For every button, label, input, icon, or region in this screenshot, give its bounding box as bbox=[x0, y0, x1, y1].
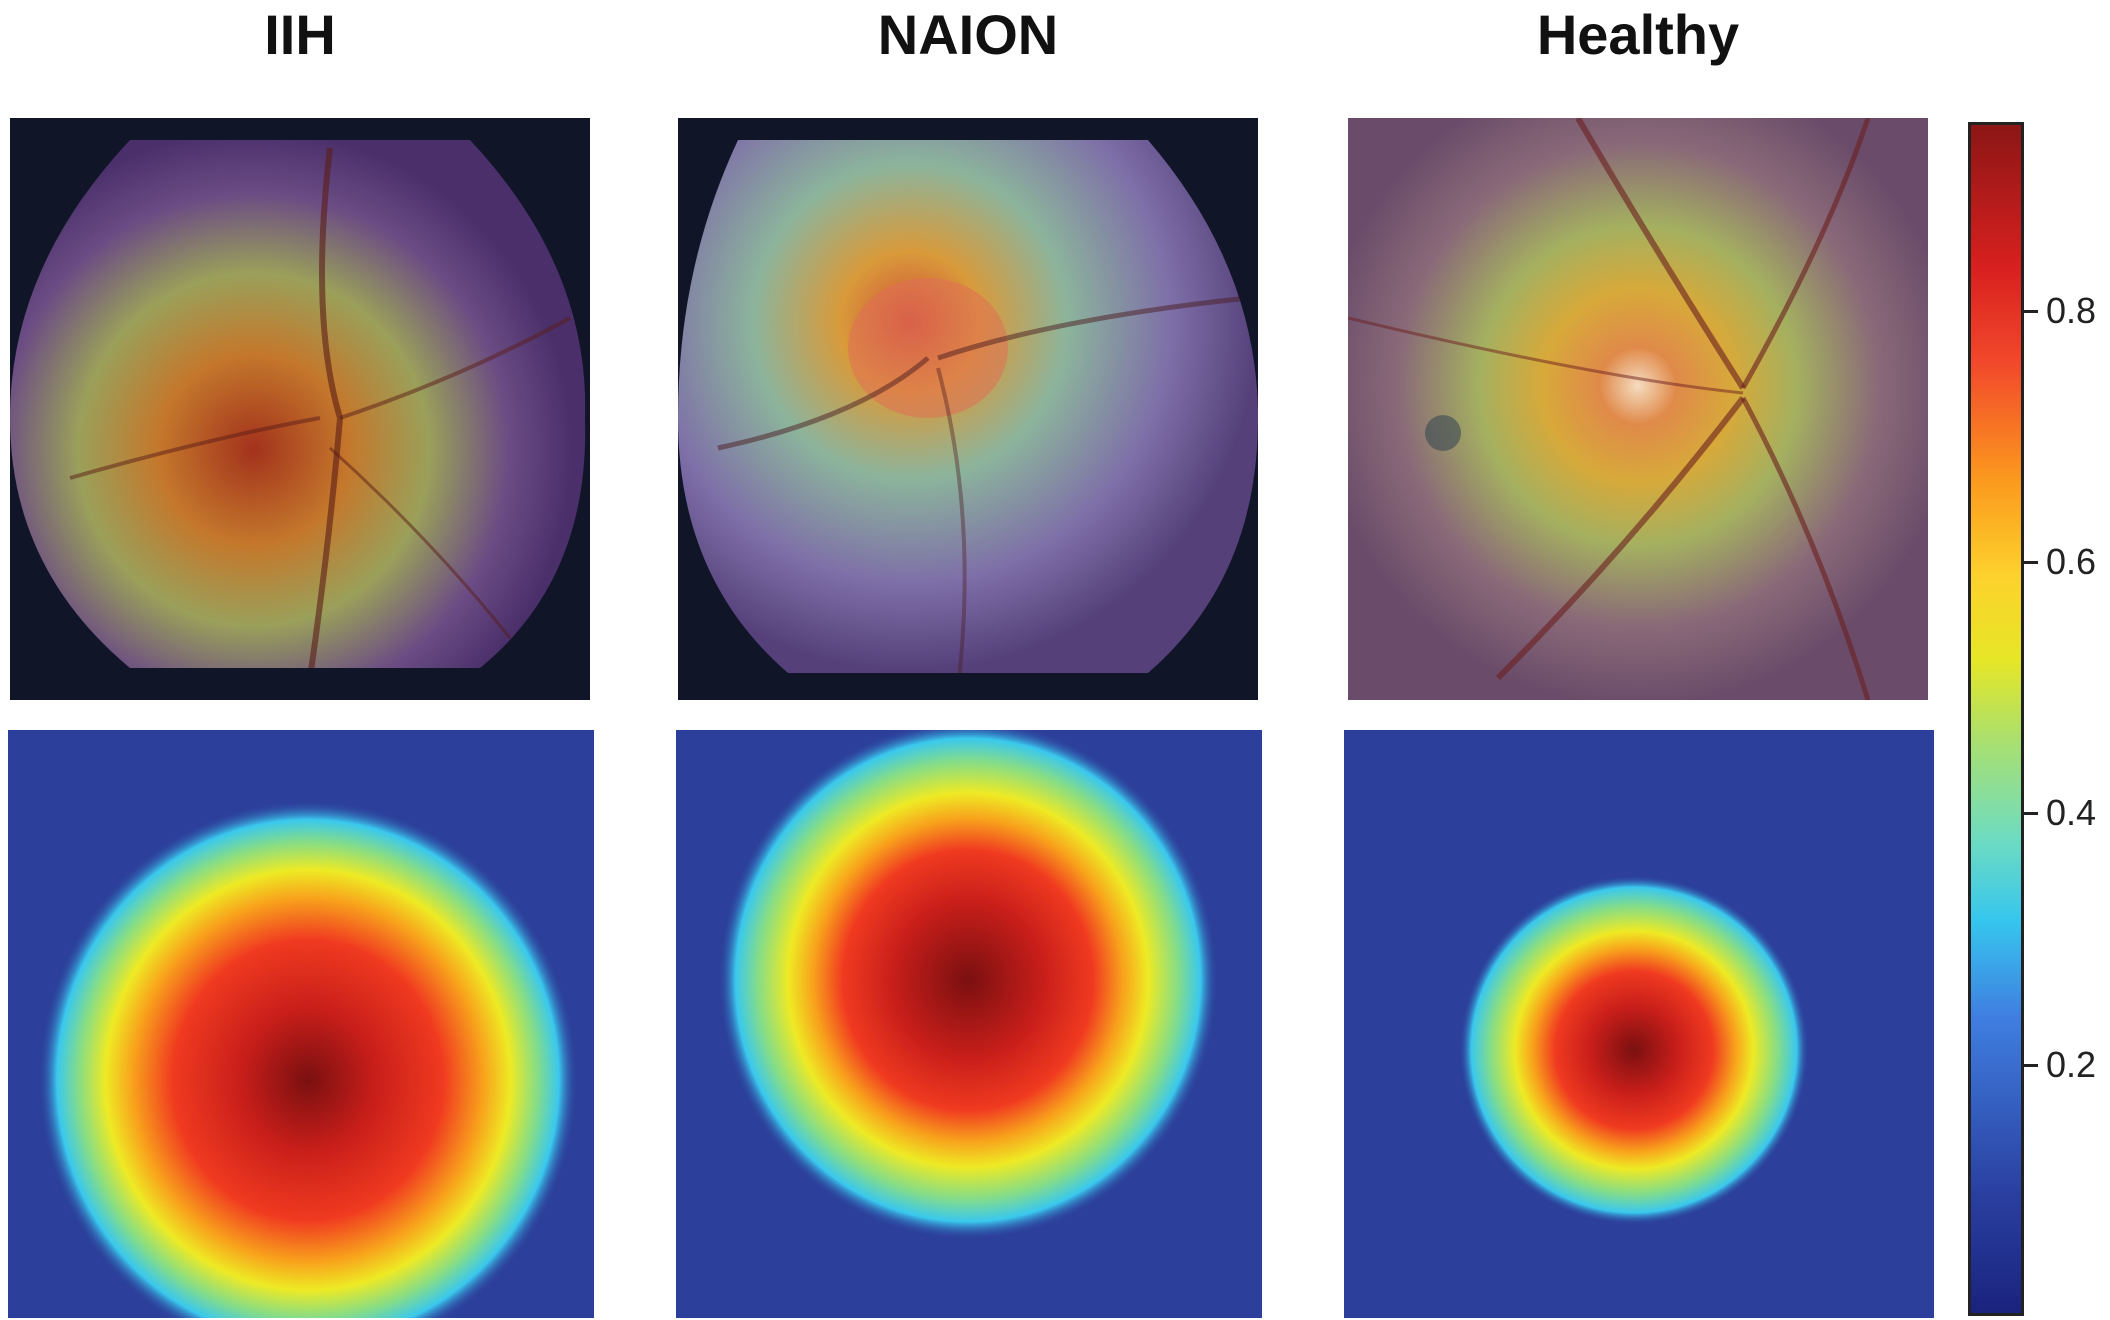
title-iih: IIH bbox=[264, 3, 336, 66]
colorbar bbox=[1968, 122, 2024, 1316]
colorbar-tick bbox=[2024, 812, 2038, 816]
colorbar-tick-label: 0.8 bbox=[2046, 289, 2097, 331]
title-healthy: Healthy bbox=[1536, 3, 1740, 66]
colorbar-tick bbox=[2024, 560, 2038, 564]
colorbar-tick-label: 0.4 bbox=[2046, 792, 2097, 834]
title-naion: NAION bbox=[877, 3, 1059, 66]
naion-heatmap bbox=[676, 730, 1262, 1318]
healthy-heatmap bbox=[1344, 730, 1934, 1318]
colorbar-tick-label: 0.2 bbox=[2046, 1043, 2097, 1085]
healthy-fundus-overlay bbox=[1348, 118, 1928, 700]
naion-fundus-overlay bbox=[678, 118, 1258, 700]
iih-fundus-overlay bbox=[10, 118, 590, 700]
colorbar-tick-label: 0.6 bbox=[2046, 540, 2097, 582]
colorbar-tick bbox=[2024, 309, 2038, 313]
colorbar-tick bbox=[2024, 1063, 2038, 1067]
iih-heatmap bbox=[8, 730, 594, 1318]
